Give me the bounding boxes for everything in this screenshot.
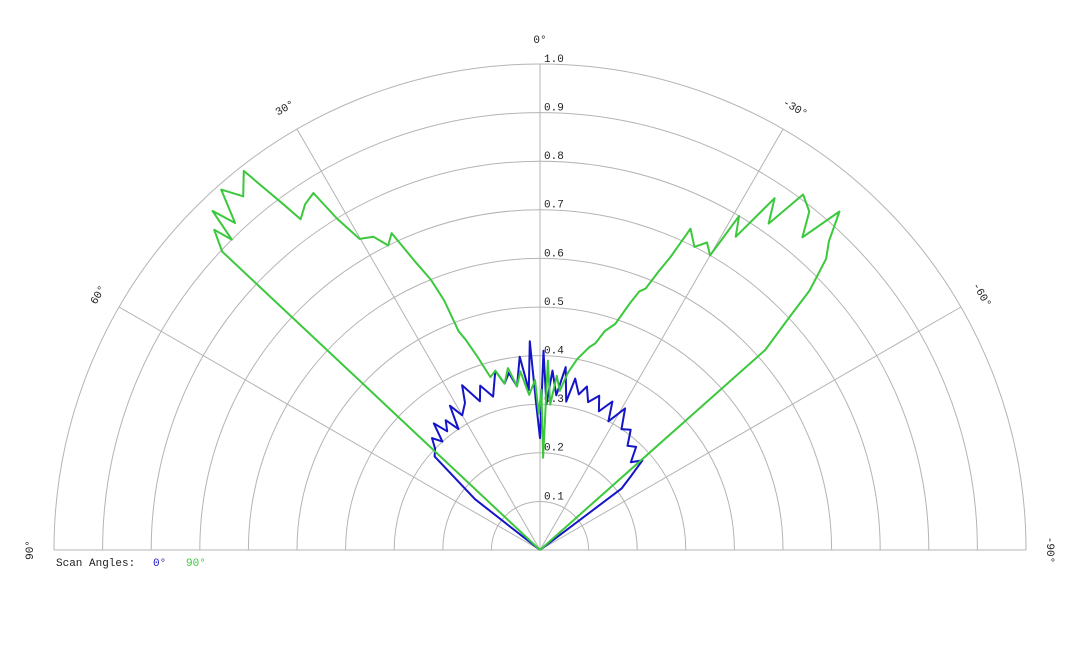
theta-tick-label: 90°: [25, 540, 37, 560]
r-tick-label: 0.7: [544, 200, 564, 212]
theta-tick-label: -30°: [780, 97, 809, 121]
r-tick-label: 0.9: [544, 103, 564, 115]
legend-title: Scan Angles:: [56, 558, 135, 570]
spoke: [539, 128, 784, 551]
r-tick-label: 0.2: [544, 443, 564, 455]
r-tick-label: 0.1: [544, 491, 564, 503]
r-tick-label: 0.8: [544, 151, 564, 163]
theta-tick-label: -90°: [1043, 537, 1055, 563]
series-line: [211, 169, 841, 551]
r-tick-label: 0.5: [544, 297, 564, 309]
theta-tick-label: 60°: [89, 284, 109, 307]
spoke: [296, 128, 541, 551]
theta-tick-label: 30°: [274, 99, 297, 119]
theta-tick-label: -60°: [969, 281, 993, 310]
r-tick-label: 0.6: [544, 248, 564, 260]
legend-entry: 0°: [153, 558, 166, 570]
spoke: [118, 306, 541, 551]
spoke: [539, 306, 962, 551]
r-tick-label: 0.4: [544, 346, 564, 358]
r-tick-label: 1.0: [544, 54, 564, 66]
theta-tick-label: 0°: [533, 35, 546, 47]
legend-entry: 90°: [186, 558, 206, 570]
series-line: [431, 340, 644, 551]
